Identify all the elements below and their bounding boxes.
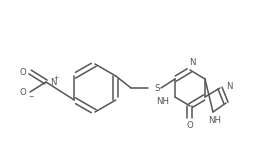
Text: +: + <box>53 75 59 81</box>
Text: O: O <box>187 121 193 129</box>
Text: N: N <box>189 58 195 67</box>
Text: S: S <box>154 84 160 93</box>
Text: N: N <box>50 78 56 86</box>
Text: N: N <box>226 82 232 91</box>
Text: O: O <box>19 88 26 97</box>
Text: −: − <box>28 94 34 100</box>
Text: O: O <box>19 67 26 76</box>
Text: NH: NH <box>157 97 170 106</box>
Text: NH: NH <box>208 116 221 125</box>
